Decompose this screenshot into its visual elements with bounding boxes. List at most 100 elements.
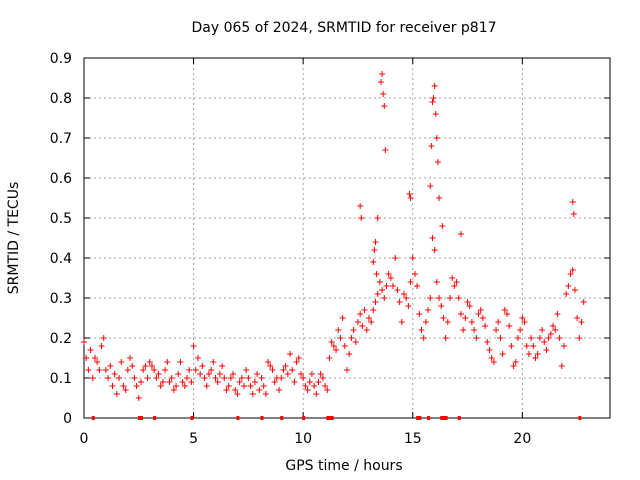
data-point [409, 255, 416, 261]
data-point [554, 311, 561, 317]
x-axis-label: GPS time / hours [285, 458, 402, 474]
data-point [357, 203, 364, 209]
data-point [569, 199, 576, 205]
data-point [370, 259, 377, 265]
data-point [519, 315, 526, 321]
data-point [131, 375, 138, 381]
data-point [278, 375, 285, 381]
baseline-marker [91, 416, 95, 420]
data-point [118, 359, 125, 365]
baseline-marker [139, 416, 143, 420]
baseline-marker [280, 416, 284, 420]
data-point [432, 111, 439, 117]
data-point [508, 343, 515, 349]
data-point [541, 339, 548, 345]
baseline-marker [330, 416, 334, 420]
data-point [339, 315, 346, 321]
data-point [324, 387, 331, 393]
data-point [580, 299, 587, 305]
data-point [287, 351, 294, 357]
baseline-marker [190, 416, 194, 420]
x-tick-label: 5 [189, 431, 198, 447]
y-tick-label: 0.8 [50, 91, 72, 107]
data-point [94, 359, 101, 365]
data-point [317, 371, 324, 377]
data-point [447, 295, 454, 301]
data-point [411, 271, 418, 277]
data-point [433, 279, 440, 285]
data-point [570, 211, 577, 217]
data-point [525, 351, 532, 357]
data-point [155, 371, 162, 377]
data-point [232, 387, 239, 393]
data-point [116, 375, 123, 381]
data-point [431, 83, 438, 89]
data-point [350, 327, 357, 333]
data-point [390, 283, 397, 289]
data-point [497, 335, 504, 341]
data-point [186, 367, 193, 373]
data-point [552, 327, 559, 333]
x-tick-label: 10 [294, 431, 312, 447]
data-point [373, 271, 380, 277]
data-point [370, 307, 377, 313]
data-point [120, 383, 127, 389]
data-point [249, 391, 256, 397]
y-tick-label: 0.1 [50, 371, 72, 387]
data-point [162, 367, 169, 373]
data-point [383, 283, 390, 289]
data-point [107, 363, 114, 369]
data-point [560, 343, 567, 349]
baseline-marker [137, 416, 141, 420]
data-point [262, 391, 269, 397]
data-point [471, 327, 478, 333]
data-point [429, 235, 436, 241]
data-point [429, 99, 436, 105]
baseline-marker [444, 416, 448, 420]
plot-frame [83, 57, 611, 419]
y-tick-label: 0.7 [50, 131, 72, 147]
data-point [400, 291, 407, 297]
data-point [558, 363, 565, 369]
data-point [377, 79, 384, 85]
data-point [376, 279, 383, 285]
data-point [503, 311, 510, 317]
data-point [418, 327, 425, 333]
data-point [368, 319, 375, 325]
data-point [543, 347, 550, 353]
data-point [539, 327, 546, 333]
data-point [175, 371, 182, 377]
data-point [89, 375, 96, 381]
data-point [205, 371, 212, 377]
data-point [436, 195, 443, 201]
data-point [337, 335, 344, 341]
y-axis-label: SRMTID / TECUs [6, 182, 22, 295]
data-point [406, 191, 413, 197]
data-point [271, 379, 278, 385]
data-point [387, 275, 394, 281]
data-point [157, 383, 164, 389]
data-point [517, 327, 524, 333]
baseline-marker [302, 416, 306, 420]
data-point [361, 307, 368, 313]
data-point [475, 311, 482, 317]
data-point [414, 283, 421, 289]
baseline-marker [427, 416, 431, 420]
data-point [363, 327, 370, 333]
data-point [565, 283, 572, 289]
data-point [453, 279, 460, 285]
data-point [122, 387, 129, 393]
data-point [230, 371, 237, 377]
data-point [236, 379, 243, 385]
data-point [194, 355, 201, 361]
data-point [282, 363, 289, 369]
data-point [251, 379, 258, 385]
data-point [306, 379, 313, 385]
data-point [374, 215, 381, 221]
data-point [214, 379, 221, 385]
grid [84, 58, 610, 418]
data-point [98, 343, 105, 349]
data-point [291, 379, 298, 385]
data-point [137, 379, 144, 385]
data-point [124, 367, 131, 373]
